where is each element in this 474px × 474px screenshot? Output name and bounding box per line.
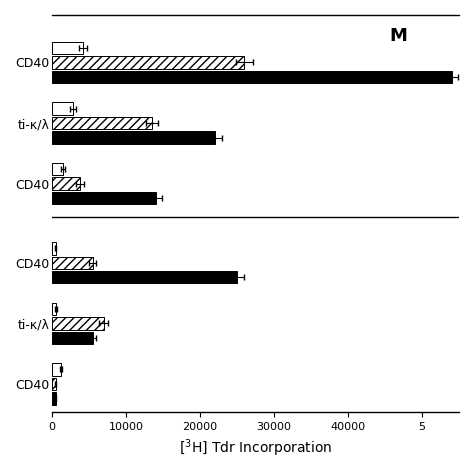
Bar	[52, 332, 93, 344]
Bar	[52, 392, 56, 404]
Bar	[52, 378, 56, 390]
Bar	[52, 317, 104, 329]
Bar	[52, 192, 155, 204]
Bar	[52, 131, 215, 144]
X-axis label: [$^{3}$H] Tdr Incorporation: [$^{3}$H] Tdr Incorporation	[179, 438, 332, 459]
Bar	[52, 303, 56, 315]
Bar	[52, 56, 245, 69]
Bar	[52, 177, 80, 190]
Bar	[52, 71, 452, 83]
Bar	[52, 256, 93, 269]
Bar	[52, 117, 152, 129]
Bar	[52, 102, 73, 115]
Bar	[52, 271, 237, 283]
Text: M: M	[390, 27, 408, 45]
Bar	[52, 163, 63, 175]
Bar	[52, 363, 61, 375]
Bar	[52, 42, 83, 54]
Bar	[52, 242, 56, 255]
